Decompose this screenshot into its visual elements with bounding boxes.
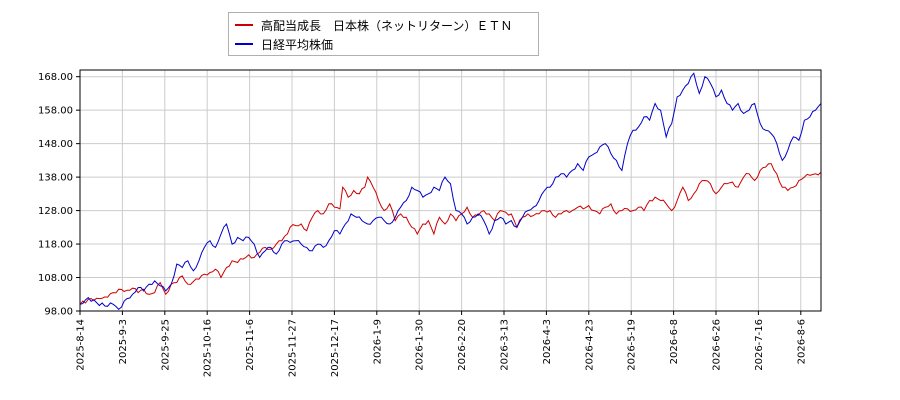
y-axis-ticks: 98.00 108.00 118.00 128.00 138.00 148.00 158.0… [38,72,80,318]
x-tick-label: 2025-11-6 [245,319,256,371]
plot-border [79,69,822,312]
series-line-1 [79,163,822,305]
x-tick-label: 2026-4-3 [542,319,553,364]
legend-swatch-red [235,24,253,26]
y-tick-label: 158.00 [38,106,73,117]
x-tick-label: 2025-10-16 [203,319,214,377]
x-tick-label: 2026-3-13 [500,319,511,371]
legend-item-series1: 高配当成長 日本株（ネットリターン）ＥＴＮ [235,16,512,34]
series-lines [79,72,822,310]
x-tick-label: 2026-7-16 [754,319,765,371]
series-line-2 [79,72,822,310]
x-tick-label: 2026-1-30 [415,319,426,371]
x-tick-label: 2026-6-8 [669,319,680,364]
legend-swatch-blue [235,43,253,45]
legend-item-series2: 日経平均株価 [235,35,333,53]
x-tick-label: 2026-1-9 [372,319,383,364]
legend-label-series2: 日経平均株価 [261,37,334,52]
grid-lines [79,70,821,312]
x-tick-label: 2026-5-19 [627,319,638,371]
x-tick-label: 2026-6-26 [712,319,723,371]
plot-frame [79,69,822,312]
legend: 高配当成長 日本株（ネットリターン）ＥＴＮ 日経平均株価 [228,12,539,56]
x-tick-label: 2025-11-27 [288,319,299,377]
x-axis-ticks: 2025-8-14 2025-9-3 2025-9-25 2025-10-16 2025… [76,311,807,377]
y-tick-label: 168.00 [38,72,73,83]
y-tick-label: 148.00 [38,139,73,150]
x-tick-label: 2026-2-20 [457,319,468,371]
legend-label-series1: 高配当成長 日本株（ネットリターン）ＥＴＮ [261,18,513,33]
x-tick-label: 2025-9-3 [118,319,129,364]
x-tick-label: 2025-9-25 [160,319,171,371]
y-tick-label: 108.00 [38,273,73,284]
x-tick-label: 2025-8-14 [76,319,87,371]
y-tick-label: 98.00 [44,307,73,318]
y-tick-label: 118.00 [38,240,73,251]
x-tick-label: 2026-8-6 [796,319,807,364]
y-tick-label: 138.00 [38,173,73,184]
y-tick-label: 128.00 [38,206,73,217]
x-tick-label: 2026-4-23 [584,319,595,371]
x-tick-label: 2025-12-17 [330,319,341,377]
